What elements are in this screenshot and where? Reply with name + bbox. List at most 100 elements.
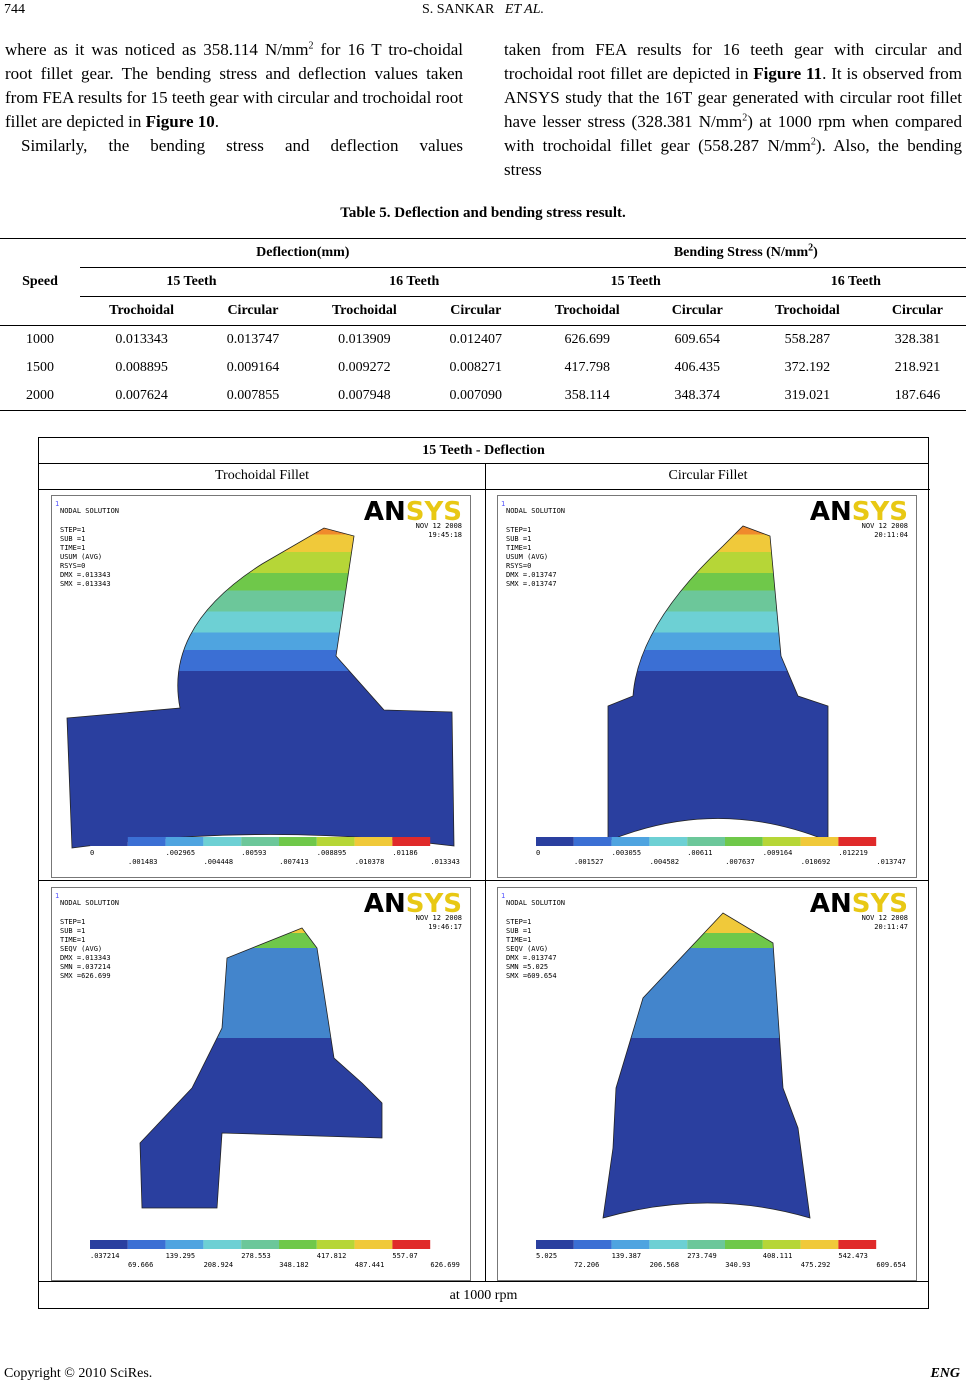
cell: 319.021: [745, 382, 869, 411]
logo-part: AN: [364, 497, 406, 527]
scale-label: 139.295: [166, 1252, 196, 1260]
cell: 406.435: [674, 360, 721, 375]
sup: 2: [810, 136, 816, 148]
legend-swatch: [316, 1240, 355, 1249]
table-caption: Table 5. Deflection and bending stress r…: [340, 205, 626, 221]
panel-info: SMX =626.699: [60, 972, 111, 980]
table: Speed Deflection(mm) Bending Stress (N/mm2…: [0, 238, 966, 411]
panel-info: STEP=1: [60, 526, 85, 534]
scale-label: 340.93: [725, 1261, 750, 1269]
scale-label: 139.387: [612, 1252, 642, 1260]
legend-swatch: [241, 1240, 279, 1249]
fillet-header: Trochoidal: [302, 296, 426, 326]
scale-label: .007637: [725, 858, 755, 866]
figure-title: 15 Teeth - Deflection: [39, 438, 928, 464]
figure: 15 Teeth - Deflection Trochoidal Fillet Ci…: [38, 437, 930, 1309]
scale-label: .008895: [317, 849, 347, 857]
legend-swatch: [392, 1240, 431, 1249]
ansys-logo: ANSYS: [364, 497, 462, 527]
scale-label: .003055: [612, 849, 642, 857]
panel-info: DMX =.013747: [506, 954, 557, 962]
cell: 626.699: [564, 332, 610, 347]
panel-heading: NODAL SOLUTION: [506, 507, 565, 515]
legend-swatch: [165, 1240, 204, 1249]
scale-label: .013343: [430, 858, 460, 866]
paragraph: taken from FEA results for 16 teeth gear…: [504, 38, 962, 182]
model: [607, 525, 829, 842]
divider: [485, 489, 486, 1281]
legend-swatch: [279, 837, 317, 846]
legend-swatch: [649, 837, 688, 846]
panel-info: SMN =5.025: [506, 963, 548, 971]
cell: 0.007624: [80, 382, 204, 411]
logo-part: AN: [364, 889, 406, 919]
panel-date: NOV 12 2008: [862, 522, 908, 530]
fillet-header: Trochoidal: [525, 296, 649, 326]
scale-label: .009164: [763, 849, 793, 857]
cell: 1000: [26, 332, 54, 347]
panel-info: TIME=1: [60, 936, 85, 944]
cell: 0.007855: [203, 382, 303, 411]
logo-part: SYS: [406, 497, 462, 527]
legend-swatch: [687, 1240, 725, 1249]
cell: 0.013343: [115, 332, 168, 347]
panel-info: RSYS=0: [506, 562, 531, 570]
scale-label: 278.553: [241, 1252, 271, 1260]
legend-swatch: [611, 1240, 650, 1249]
cell: 609.654: [674, 332, 721, 347]
ansys-logo: ANSYS: [364, 889, 462, 919]
cell: 0.013747: [226, 332, 280, 347]
panel-info: TIME=1: [506, 936, 531, 944]
teeth-header: 16 Teeth: [302, 267, 526, 297]
scale-label: .007413: [279, 858, 309, 866]
legend-swatch: [165, 837, 204, 846]
scale-label: 475.292: [801, 1261, 831, 1269]
scale-label: 72.206: [574, 1261, 599, 1269]
text: . It is observed from ANSYS study that t…: [504, 64, 962, 131]
scale-label: .010692: [801, 858, 831, 866]
legend-swatch: [725, 1240, 763, 1249]
scale-label: 0: [90, 849, 94, 857]
cell: 372.192: [784, 360, 831, 375]
logo-part: SYS: [852, 889, 908, 919]
fillet-header: Trochoidal: [745, 296, 869, 326]
legend-swatch: [279, 1240, 317, 1249]
legend-swatch: [838, 1240, 877, 1249]
text: where as it was noticed as 358.114 N/mm: [5, 40, 309, 59]
legend-swatch: [127, 837, 166, 846]
legend-swatch: [800, 837, 839, 846]
panel-info: USUM (AVG): [60, 553, 102, 561]
fillet-header: Circular: [868, 296, 966, 326]
cell: 0.008895: [115, 360, 168, 375]
cell: 0.013909: [338, 332, 391, 347]
panel-info: SUB =1: [506, 927, 531, 935]
scale-label: 609.654: [876, 1261, 906, 1269]
scale-label: .037214: [90, 1252, 120, 1260]
fillet-header: Circular: [203, 296, 303, 326]
running-head: S. SANKAR ET AL.: [0, 2, 966, 18]
scale-label: 626.699: [430, 1261, 460, 1269]
text: .: [214, 112, 220, 131]
journal: ENG: [930, 1366, 960, 1381]
figure-ref[interactable]: Figure 10: [145, 112, 215, 131]
right-column: taken from FEA results for 16 teeth gear…: [504, 38, 962, 182]
header-row: Speed Deflection(mm) Bending Stress (N/mm2…: [0, 238, 966, 326]
legend-swatch: [762, 837, 801, 846]
speed-header: Speed: [0, 238, 80, 326]
page-number: 744: [4, 2, 25, 17]
cell: 0.009164: [226, 360, 280, 375]
group-header: Bending Stress (N/mm2): [525, 238, 966, 268]
panel-info: STEP=1: [506, 918, 531, 926]
legend-swatch: [800, 1240, 839, 1249]
ansys-panel: 1 NODAL SOLUTION STEP=1 SUB =1 TIME=1 USUM (A…: [497, 495, 917, 878]
group-header: Deflection(mm): [80, 238, 526, 268]
fillet-header: Trochoidal: [80, 296, 204, 326]
paragraph: Similarly, the bending stress and deflec…: [21, 136, 463, 155]
scale-label: .013747: [876, 858, 906, 866]
logo-part: AN: [810, 497, 852, 527]
legend-swatch: [838, 837, 877, 846]
ansys-panel: 1 NODAL SOLUTION STEP=1 SUB =1 TIME=1 SEQV (A…: [497, 887, 917, 1281]
text: for 16 T tro-choidal root fillet gear. T…: [5, 40, 463, 131]
figure-ref[interactable]: Figure 11: [753, 64, 823, 83]
ansys-logo: ANSYS: [810, 497, 908, 527]
